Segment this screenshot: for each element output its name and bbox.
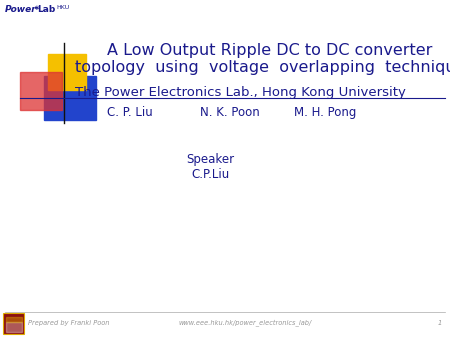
Bar: [48, 54, 86, 90]
FancyBboxPatch shape: [4, 314, 24, 335]
Text: A Low Output Ripple DC to DC converter: A Low Output Ripple DC to DC converter: [107, 43, 433, 58]
Text: HKU: HKU: [56, 5, 69, 10]
Text: Prepared by Franki Poon: Prepared by Franki Poon: [28, 320, 109, 326]
Text: Power: Power: [5, 5, 37, 14]
Text: C.P.Liu: C.P.Liu: [191, 168, 229, 181]
Text: ∗: ∗: [33, 5, 39, 11]
Text: www.eee.hku.hk/power_electronics_lab/: www.eee.hku.hk/power_electronics_lab/: [178, 319, 311, 327]
Text: 1: 1: [438, 320, 442, 326]
Text: M. H. Pong: M. H. Pong: [294, 106, 356, 119]
Text: C. P. Liu: C. P. Liu: [107, 106, 153, 119]
Text: Lab: Lab: [37, 5, 55, 14]
Bar: [20, 72, 62, 110]
Bar: [44, 76, 96, 120]
Bar: [6, 322, 22, 332]
Text: N. K. Poon: N. K. Poon: [200, 106, 260, 119]
Text: The Power Electronics Lab., Hong Kong University: The Power Electronics Lab., Hong Kong Un…: [75, 86, 405, 99]
Text: topology  using  voltage  overlapping  technique: topology using voltage overlapping techn…: [75, 60, 450, 75]
Bar: [6, 317, 22, 322]
Text: Speaker: Speaker: [186, 153, 234, 166]
